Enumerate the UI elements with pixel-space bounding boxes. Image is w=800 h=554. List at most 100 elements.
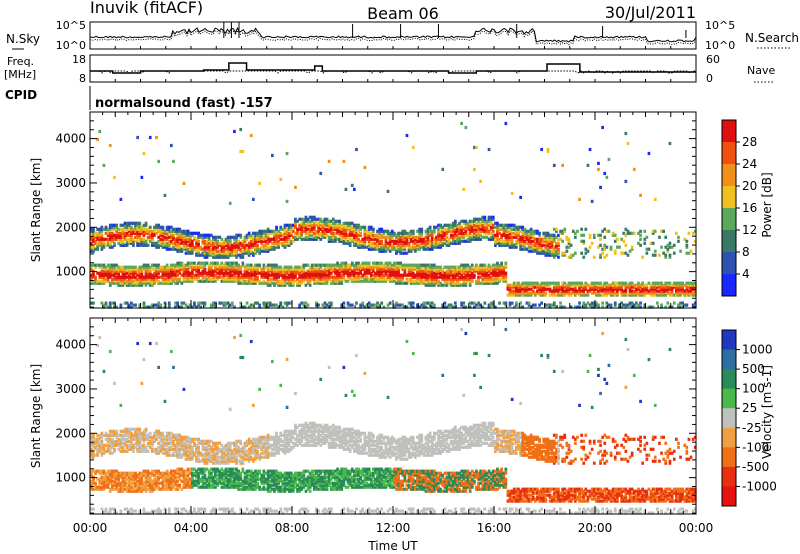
power-cell xyxy=(146,305,150,309)
power-cell xyxy=(199,245,203,249)
power-cell xyxy=(180,241,184,245)
power-cell xyxy=(163,281,167,285)
power-cell xyxy=(212,249,215,253)
power-cell xyxy=(559,301,562,305)
power-cell xyxy=(203,239,207,243)
power-cell xyxy=(599,233,602,237)
power-cell xyxy=(127,221,131,225)
power-cell xyxy=(203,253,207,257)
power-cell xyxy=(668,253,672,257)
power-cell xyxy=(176,269,179,273)
power-cell xyxy=(121,265,125,269)
power-cell xyxy=(157,281,160,285)
power-cell xyxy=(161,269,165,273)
power-cell xyxy=(182,243,186,247)
power-cell xyxy=(226,301,230,305)
power-cell xyxy=(647,151,651,156)
power-cell xyxy=(163,245,167,249)
power-cell xyxy=(142,303,146,307)
power-cell xyxy=(218,267,222,271)
power-cell xyxy=(136,229,139,233)
power-cell xyxy=(96,235,99,239)
power-cell xyxy=(199,265,203,269)
power-cell xyxy=(209,265,213,269)
power-cell xyxy=(258,181,261,185)
power-cell xyxy=(167,279,171,283)
power-cell xyxy=(144,273,148,277)
power-cell xyxy=(138,233,142,237)
power-cell xyxy=(140,231,144,235)
power-cell xyxy=(100,269,104,273)
power-cell xyxy=(155,243,158,247)
power-cell xyxy=(119,305,123,309)
power-cell xyxy=(117,231,121,235)
power-cell xyxy=(155,303,158,307)
power-cell xyxy=(666,301,670,305)
power-cell xyxy=(228,237,232,241)
power-cell xyxy=(163,277,167,281)
power-cell xyxy=(186,275,190,279)
power-cell xyxy=(178,247,182,251)
power-cell xyxy=(195,239,198,243)
power-cell xyxy=(355,301,358,305)
power-cell xyxy=(203,261,207,265)
power-cell xyxy=(388,301,392,305)
velocity-cell xyxy=(104,507,108,511)
power-cell xyxy=(123,237,127,241)
power-cell xyxy=(186,237,190,241)
power-cell xyxy=(174,229,177,233)
power-cell xyxy=(146,275,150,279)
power-cell xyxy=(138,227,142,231)
power-cell xyxy=(108,271,112,275)
power-cell xyxy=(146,281,150,285)
power-cell xyxy=(161,235,165,239)
power-cell xyxy=(174,301,177,305)
power-cell xyxy=(174,305,177,309)
power-cell xyxy=(159,303,163,307)
power-cell xyxy=(218,263,222,267)
power-cell xyxy=(134,267,137,271)
power-cell xyxy=(102,265,106,269)
power-cell xyxy=(231,301,234,305)
power-cell xyxy=(180,233,184,237)
power-cell xyxy=(155,227,158,231)
power-cell xyxy=(224,261,228,265)
power-cell xyxy=(104,301,108,305)
power-cell xyxy=(214,267,217,271)
power-cell xyxy=(140,225,144,229)
power-cell xyxy=(119,233,123,237)
power-cell xyxy=(134,275,137,279)
power-cell xyxy=(159,305,163,309)
power-cell xyxy=(115,235,118,239)
power-cell xyxy=(157,239,160,243)
power-cell xyxy=(138,221,142,225)
power-cell xyxy=(130,279,133,283)
power-cell xyxy=(224,241,228,245)
power-cell xyxy=(111,269,114,273)
power-cell xyxy=(199,261,203,265)
power-cell xyxy=(140,239,144,243)
power-cell xyxy=(527,301,531,305)
power-cell xyxy=(182,301,186,305)
power-cell xyxy=(108,143,112,148)
power-cell xyxy=(479,179,482,183)
power-cell xyxy=(130,229,133,233)
power-cell xyxy=(176,273,179,277)
power-cell xyxy=(142,151,146,156)
radar-name: Inuvik (fitACF) xyxy=(90,0,203,17)
power-cell xyxy=(214,269,217,273)
power-cell xyxy=(119,239,123,243)
power-cell xyxy=(163,265,167,269)
power-cell xyxy=(125,223,129,227)
power-cell xyxy=(186,271,190,275)
colorbar-tick-label: 24 xyxy=(742,157,757,171)
power-cell xyxy=(184,263,188,267)
power-cell xyxy=(148,225,152,229)
power-cell xyxy=(121,281,125,285)
power-cell xyxy=(165,233,169,237)
power-cell xyxy=(161,231,165,235)
power-cell xyxy=(130,239,133,243)
power-cell xyxy=(142,243,146,247)
power-cell xyxy=(134,221,137,225)
power-cell xyxy=(656,301,659,305)
